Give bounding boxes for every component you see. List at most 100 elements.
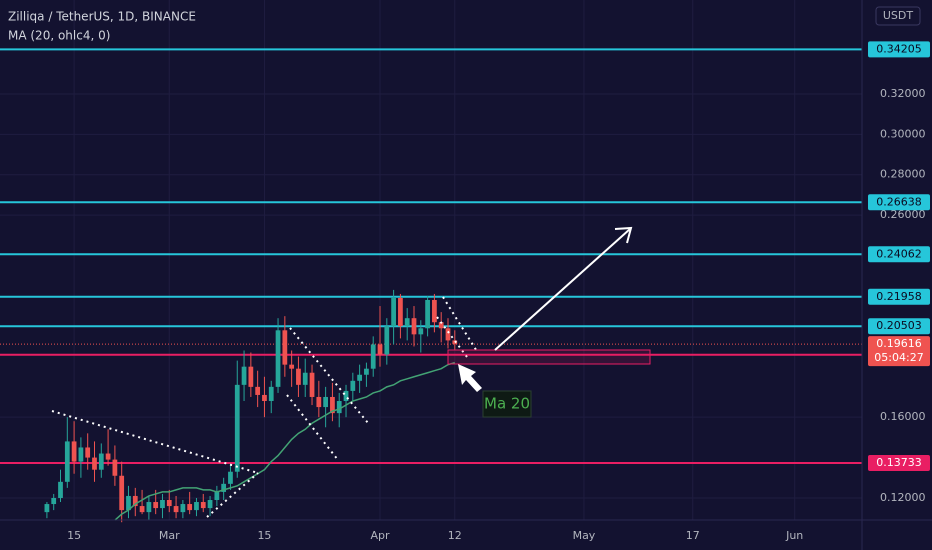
x-tick-label: 15 xyxy=(67,529,81,542)
candle-body xyxy=(78,447,84,462)
candle-body xyxy=(282,330,288,365)
candle-body xyxy=(330,396,335,414)
candle-body xyxy=(234,384,240,472)
price-label: 0.24062 xyxy=(876,247,922,260)
candle-body xyxy=(112,459,118,476)
price-label-box xyxy=(868,194,930,211)
countdown: 05:04:27 xyxy=(874,351,923,364)
currency-button[interactable] xyxy=(875,6,921,26)
candle-body xyxy=(384,326,390,355)
candle-body xyxy=(275,330,281,387)
candle-body xyxy=(350,380,356,391)
candle-body xyxy=(425,300,430,329)
price-axis: 0.12000 0.16000 0.26000 0.28000 0.30000 0.320… xyxy=(67,41,930,542)
x-tick-label: May xyxy=(573,529,596,542)
candle-body xyxy=(391,297,396,327)
candle-body xyxy=(255,386,261,395)
candle-body xyxy=(296,368,301,385)
candle-body xyxy=(302,372,308,385)
y-tick-label: 0.28000 xyxy=(880,168,926,181)
candle-body xyxy=(377,344,383,355)
candle-body xyxy=(173,506,179,513)
annotation: Ma 20 xyxy=(484,395,530,413)
price-label: 0.26638 xyxy=(876,195,922,208)
annotation-box xyxy=(482,390,532,418)
candle-body xyxy=(336,401,342,414)
candle-body xyxy=(221,483,227,492)
price-label: 0.13733 xyxy=(876,456,922,469)
candle-body xyxy=(241,366,247,385)
candle-body xyxy=(126,495,131,511)
price-label-box xyxy=(868,336,930,367)
price-label: 0.34205 xyxy=(876,42,922,55)
candle-body xyxy=(194,502,199,511)
price-label: 0.21958 xyxy=(876,290,922,303)
candle-body xyxy=(289,364,295,369)
candle-body xyxy=(92,457,97,470)
candle-body xyxy=(200,502,206,509)
candle-body xyxy=(364,368,369,375)
x-tick-label: 12 xyxy=(448,529,462,542)
candle-body xyxy=(153,502,159,509)
indicator-legend: MA (20, ohlc4, 0) xyxy=(8,29,110,43)
candle-body xyxy=(357,374,362,381)
trendline xyxy=(442,296,479,354)
candle-body xyxy=(44,504,50,513)
candle-body xyxy=(146,502,152,513)
candle-body xyxy=(187,504,193,511)
candle-body xyxy=(71,441,77,462)
x-tick-label: Jun xyxy=(785,529,803,542)
candle-body xyxy=(214,491,220,500)
candle-body xyxy=(411,318,417,335)
candle-body xyxy=(207,500,213,509)
candle-body xyxy=(228,471,233,484)
trendline xyxy=(286,394,339,461)
candle-body xyxy=(418,328,424,335)
candle-body xyxy=(119,475,125,511)
trendline xyxy=(436,316,468,358)
x-tick-label: 15 xyxy=(257,529,271,542)
candle-body xyxy=(309,372,315,397)
plot xyxy=(44,289,458,523)
candle-body xyxy=(166,500,172,507)
candle-body xyxy=(370,344,376,369)
y-tick-label: 0.16000 xyxy=(880,410,926,423)
price-label-box xyxy=(868,318,930,335)
price-label-box xyxy=(868,41,930,58)
price-label-box xyxy=(868,454,930,471)
pointer xyxy=(458,364,482,392)
y-tick-label: 0.12000 xyxy=(880,491,926,504)
candle-body xyxy=(262,394,267,402)
levels xyxy=(0,48,862,464)
candle-body xyxy=(316,396,322,408)
grid xyxy=(0,0,862,520)
candle-body xyxy=(105,453,111,460)
zone xyxy=(447,349,651,365)
candle-body xyxy=(343,390,349,402)
currency[interactable]: USDT xyxy=(883,9,914,22)
candle-body xyxy=(58,481,63,498)
candle-body xyxy=(398,297,403,327)
candle-body xyxy=(51,497,57,505)
candle-body xyxy=(432,300,437,323)
price-label: 0.20503 xyxy=(876,319,922,332)
drawings xyxy=(51,296,479,518)
candle-body xyxy=(404,318,410,327)
y-tick-label: 0.30000 xyxy=(880,127,926,140)
candle-body xyxy=(445,328,451,341)
candle-body xyxy=(438,322,444,329)
chart-title: Zilliqa / TetherUS, 1D, BINANCE xyxy=(8,10,196,24)
x-tick-label: Mar xyxy=(159,529,180,542)
candle-body xyxy=(248,366,254,387)
trendline xyxy=(289,327,369,424)
ma-line xyxy=(114,361,456,521)
candle-body xyxy=(64,441,70,482)
x-tick-label: 17 xyxy=(686,529,700,542)
candle-body xyxy=(132,495,138,507)
candle-body xyxy=(98,453,104,470)
x-tick-label: Apr xyxy=(370,529,390,542)
price-label-box xyxy=(868,246,930,263)
candle-body xyxy=(268,386,274,402)
price-label-box xyxy=(868,288,930,305)
